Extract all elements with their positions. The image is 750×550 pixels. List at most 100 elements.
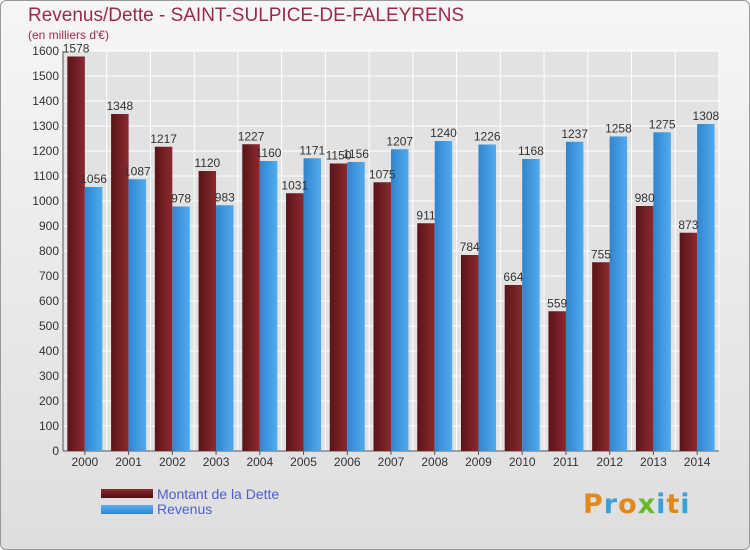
bar-debt [504, 285, 523, 451]
bar-debt [198, 171, 217, 451]
bar-revenus [303, 158, 322, 451]
logo-letter: o [618, 489, 638, 520]
logo-letter: t [666, 489, 681, 520]
data-label-revenus: 1087 [124, 164, 151, 178]
data-label-revenus: 1160 [256, 146, 282, 160]
data-label-debt: 1348 [106, 99, 133, 113]
bar-revenus [697, 124, 715, 451]
data-label-debt: 559 [547, 296, 567, 310]
y-tick-label: 100 [39, 419, 59, 433]
y-tick-label: 400 [39, 344, 59, 358]
y-tick-label: 900 [39, 219, 59, 233]
data-label-revenus: 1056 [80, 172, 107, 186]
data-label-revenus: 1226 [474, 130, 501, 144]
legend-swatch-dette [101, 489, 153, 498]
data-label-revenus: 978 [171, 192, 191, 206]
x-tick-label: 2002 [159, 455, 186, 469]
x-tick-label: 2009 [465, 455, 492, 469]
data-label-debt: 873 [678, 218, 698, 232]
y-tick-label: 1600 [32, 44, 59, 58]
legend-label-dette: Montant de la Dette [157, 486, 280, 502]
legend-swatch-revenus [101, 505, 153, 514]
x-tick-label: 2013 [640, 455, 667, 469]
bar-revenus [653, 132, 671, 451]
data-label-revenus: 1156 [343, 147, 369, 161]
data-label-revenus: 1308 [693, 109, 720, 123]
data-label-debt: 755 [591, 247, 611, 261]
bar-debt [111, 114, 129, 451]
bar-debt [154, 146, 173, 451]
x-tick-label: 2005 [290, 455, 317, 469]
bar-revenus [259, 161, 278, 451]
data-label-debt: 1578 [63, 42, 90, 56]
bar-debt [417, 223, 435, 451]
bar-revenus [216, 205, 234, 451]
data-label-revenus: 1258 [605, 122, 632, 136]
data-label-revenus: 1240 [430, 126, 457, 140]
y-tick-label: 1400 [32, 94, 59, 108]
x-tick-label: 2007 [378, 455, 405, 469]
logo-letter: i [656, 489, 667, 520]
data-label-debt: 1120 [194, 156, 220, 170]
bar-revenus [84, 187, 103, 451]
x-tick-label: 2014 [684, 455, 711, 469]
x-tick-label: 2004 [246, 455, 273, 469]
data-label-debt: 784 [460, 240, 480, 254]
data-label-debt: 980 [635, 191, 655, 205]
x-tick-label: 2001 [115, 455, 142, 469]
bar-debt [242, 144, 260, 451]
y-tick-label: 1200 [32, 144, 59, 158]
x-tick-label: 2011 [553, 455, 579, 469]
x-tick-label: 2010 [509, 455, 536, 469]
proxiti-logo: Proxiti [583, 489, 691, 520]
logo-letter: x [637, 489, 657, 520]
bar-debt [679, 232, 698, 451]
y-tick-label: 1000 [32, 194, 59, 208]
x-tick-label: 2000 [72, 455, 99, 469]
bar-debt [592, 262, 610, 451]
y-tick-label: 1100 [33, 169, 59, 183]
y-tick-label: 800 [39, 244, 59, 258]
bar-revenus [347, 162, 365, 451]
x-tick-label: 2012 [596, 455, 623, 469]
bar-debt [67, 56, 85, 451]
data-label-debt: 1227 [238, 129, 265, 143]
data-labels: 1578 1056 1348 1087 1217 978 1120 983 1227 1160 10… [63, 42, 720, 311]
x-tick-label: 2003 [203, 455, 230, 469]
x-tick-label: 2006 [334, 455, 361, 469]
logo-letter: i [680, 489, 691, 520]
y-tick-label: 500 [39, 319, 59, 333]
data-label-debt: 1150 [326, 149, 352, 163]
y-tick-label: 0 [52, 444, 59, 458]
bar-debt [548, 311, 566, 451]
data-label-debt: 664 [503, 270, 523, 284]
data-label-revenus: 1275 [649, 117, 676, 131]
data-label-revenus: 1237 [561, 127, 588, 141]
x-tick-label: 2008 [421, 455, 448, 469]
chart-subtitle: (en milliers d'€) [28, 28, 109, 42]
data-label-revenus: 1171 [299, 143, 325, 157]
y-tick-label: 1500 [32, 69, 59, 83]
bars [67, 56, 715, 451]
y-tick-label: 1300 [32, 119, 59, 133]
logo-letter: r [603, 489, 619, 520]
bar-revenus [172, 206, 190, 451]
data-label-debt: 1075 [369, 167, 396, 181]
data-label-revenus: 1207 [386, 134, 413, 148]
chart-title: Revenus/Dette - SAINT-SULPICE-DE-FALEYRE… [28, 5, 465, 26]
data-label-debt: 1217 [150, 132, 177, 146]
y-tick-label: 600 [39, 294, 59, 308]
bar-debt [635, 206, 654, 451]
bar-revenus [128, 179, 147, 451]
bar-revenus [609, 136, 628, 451]
bar-revenus [391, 149, 409, 451]
bar-debt [460, 255, 479, 451]
y-tick-label: 300 [39, 369, 59, 383]
data-label-debt: 1031 [281, 178, 308, 192]
logo-letter: P [583, 489, 604, 520]
data-label-debt: 911 [416, 208, 435, 222]
legend-label-revenus: Revenus [157, 501, 213, 517]
y-tick-label: 200 [39, 394, 59, 408]
